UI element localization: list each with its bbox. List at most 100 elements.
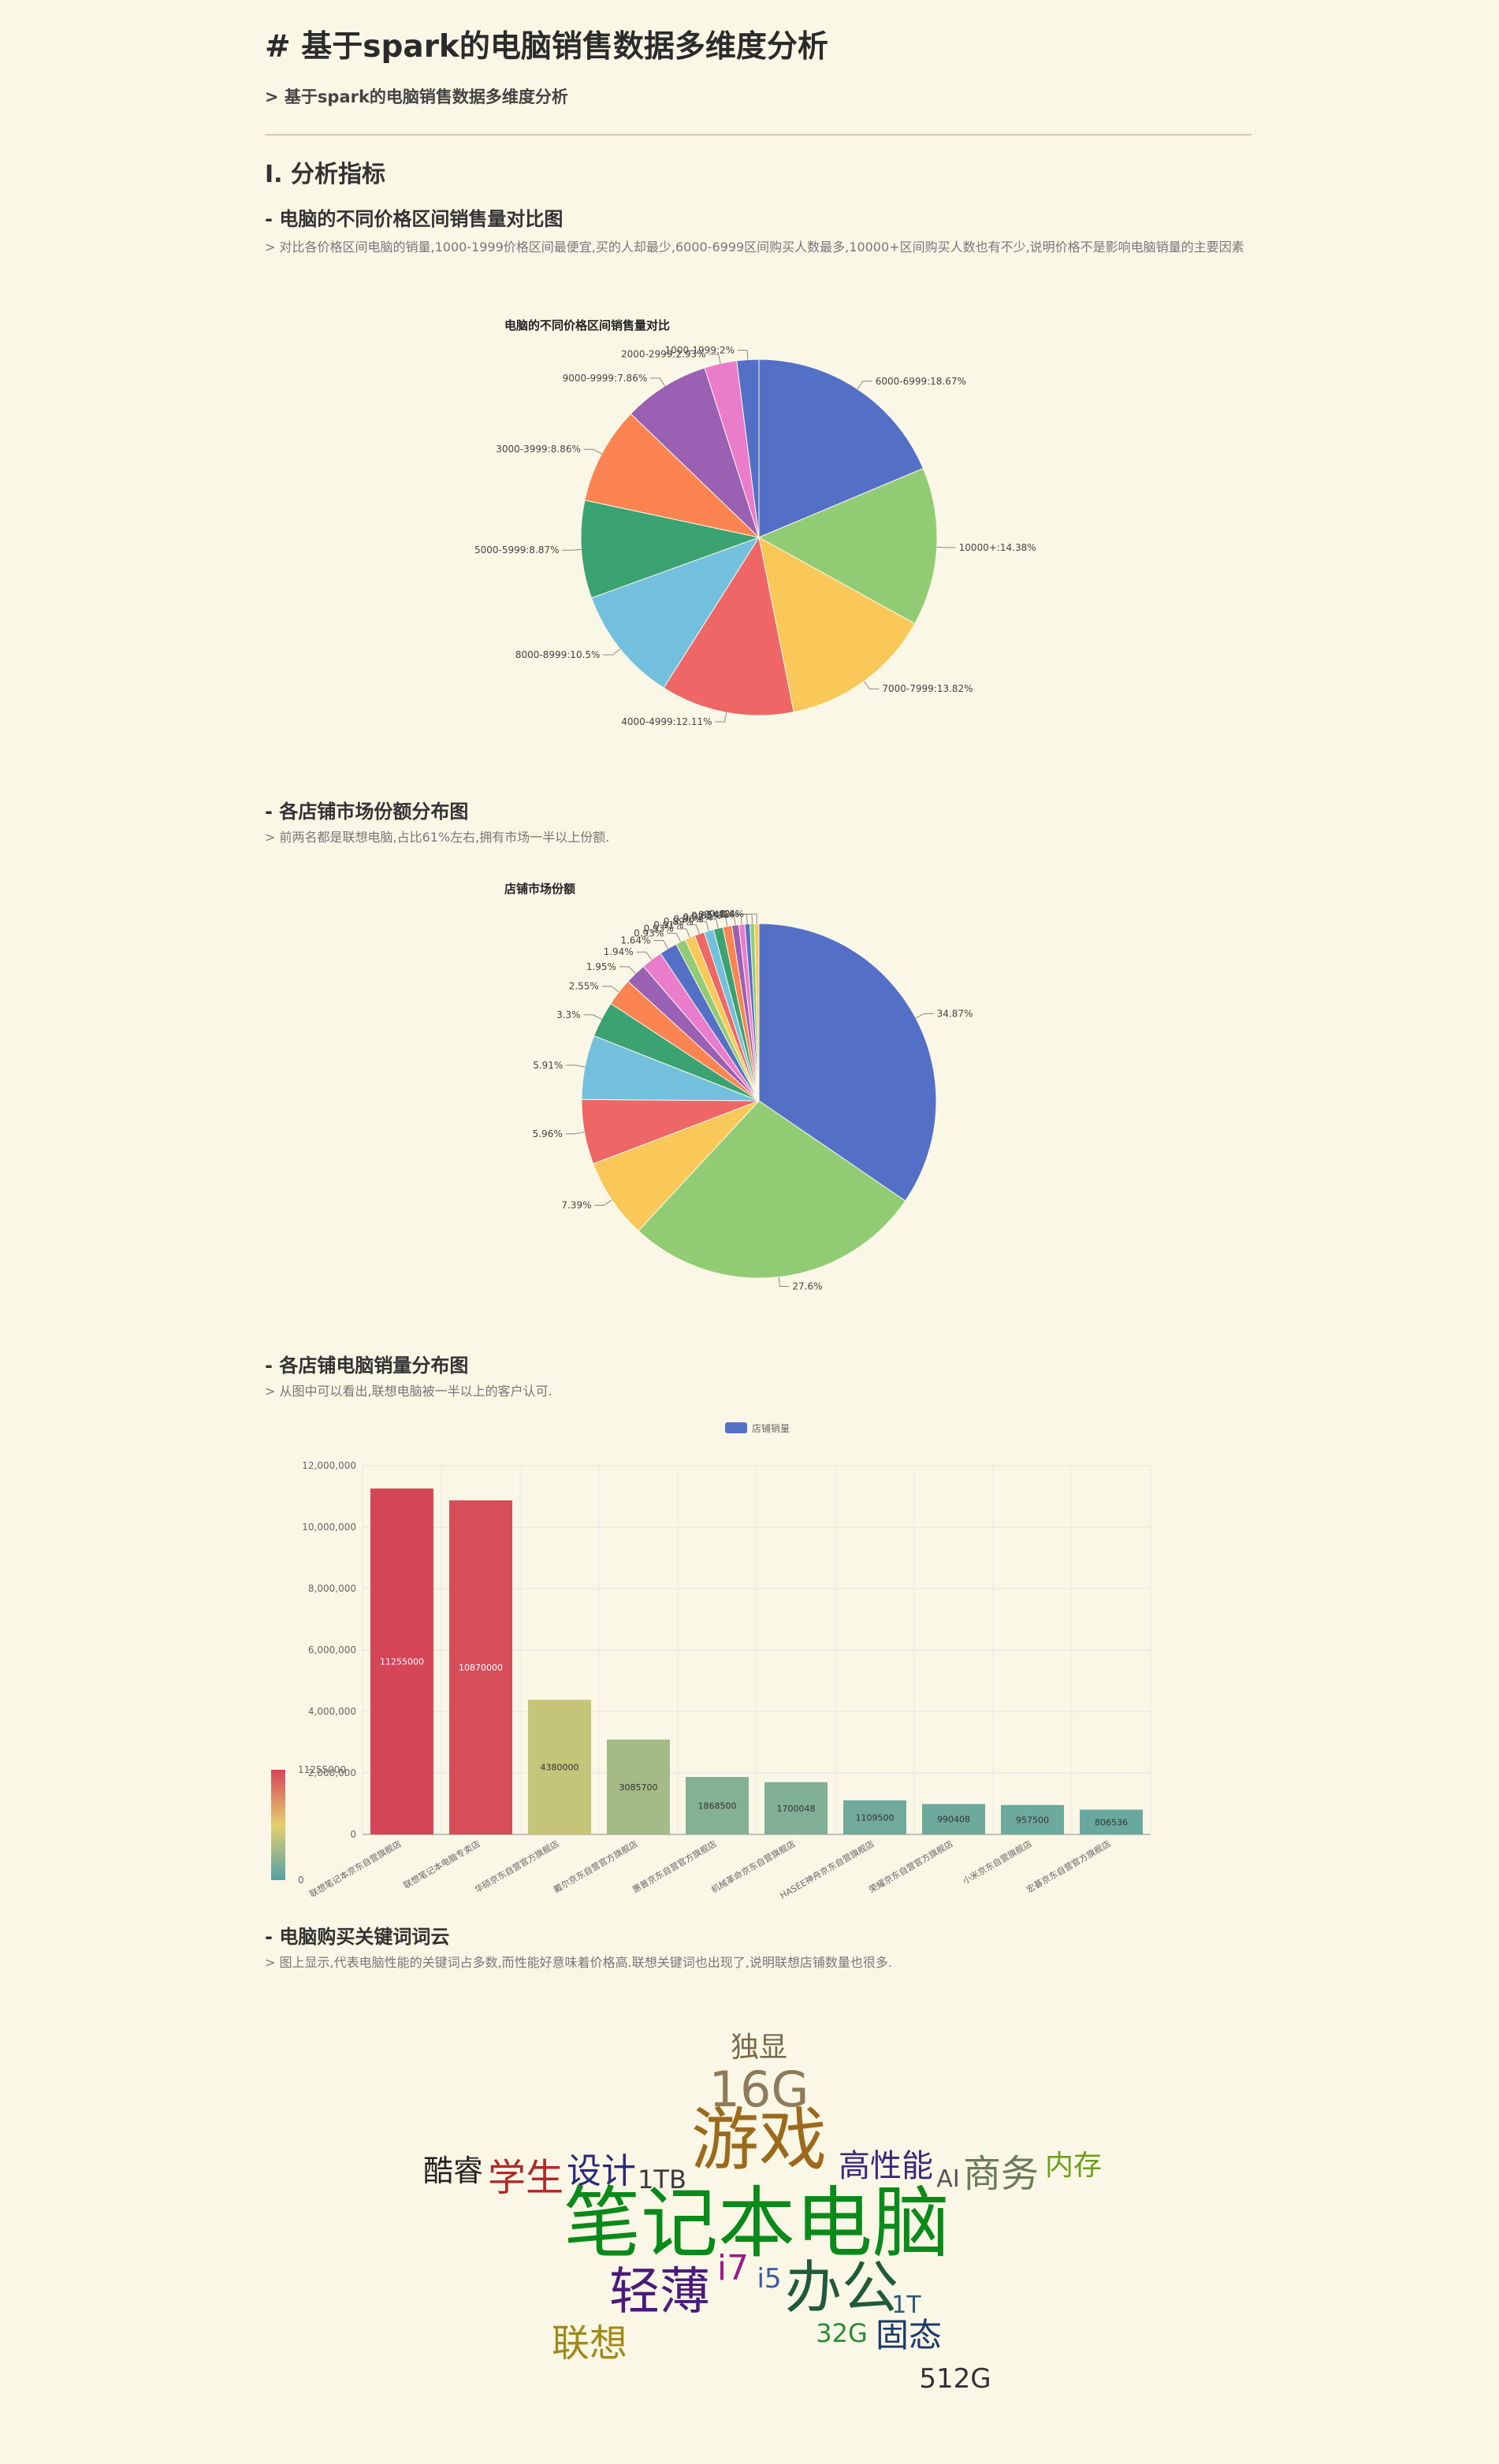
y-tick-label: 12,000,000 [302, 1460, 356, 1471]
section-heading: I. 分析指标 [265, 161, 386, 188]
pie-slice[interactable] [593, 1100, 760, 1232]
pie-label-line [731, 914, 742, 925]
pie-label: 0.86% [673, 913, 703, 924]
pie-label-line [565, 1132, 585, 1135]
pie-slice[interactable] [584, 413, 761, 538]
bar[interactable] [1080, 1809, 1143, 1834]
bar-value-label: 1700048 [777, 1804, 816, 1814]
pie-label-line [667, 932, 681, 942]
pie-label-line [715, 712, 727, 723]
pie-label-line [583, 448, 602, 455]
pie-label: 5000-5999:8.87% [474, 544, 560, 556]
pie-label-line [857, 381, 872, 390]
wordcloud-word: 轻薄 [609, 2263, 710, 2321]
pie-slice[interactable] [630, 367, 760, 538]
pie-label-line [716, 916, 728, 927]
wordcloud-word: 笔记本电脑 [564, 2179, 950, 2269]
bar[interactable] [449, 1500, 512, 1834]
bar[interactable] [1001, 1804, 1064, 1834]
pie-label: 1.95% [586, 961, 616, 972]
wordcloud-word: 高性能 [839, 2148, 933, 2184]
wordcloud-heading: - 电脑购买关键词词云 [265, 1926, 450, 1948]
bar-value-label: 11255000 [380, 1657, 424, 1667]
bar-value-label: 957500 [1016, 1815, 1049, 1825]
sales-chart-heading: - 各店铺电脑销量分布图 [265, 1355, 469, 1377]
pie-label-line [603, 649, 621, 656]
pie-label-line [915, 1013, 934, 1019]
visualmap-max: 11255000 [298, 1764, 346, 1775]
price-chart-note: > 对比各价格区间电脑的销量,1000-1999价格区间最便宜,买的人却最少,6… [265, 240, 1244, 255]
bar[interactable] [528, 1700, 591, 1834]
legend-swatch[interactable] [725, 1422, 747, 1433]
wordcloud-word: 酷睿 [423, 2154, 483, 2188]
bar[interactable] [764, 1782, 828, 1834]
bar[interactable] [922, 1804, 985, 1834]
x-tick-label: 戴尔京东自营官方旗舰店 [552, 1838, 640, 1895]
page-title: # 基于spark的电脑销售数据多维度分析 [265, 29, 828, 65]
pie-label-line [706, 918, 719, 929]
chart-title: 电脑的不同价格区间销售量对比 [504, 318, 670, 333]
pie-slice[interactable] [757, 467, 938, 625]
wordcloud-word: 1T [891, 2291, 921, 2319]
chart-title: 店铺市场份额 [504, 882, 575, 896]
wordcloud-word: 512G [919, 2363, 991, 2395]
x-tick-label: 机械革命京东自营旗舰店 [709, 1838, 798, 1895]
share-pie-chart: 店铺市场份额 34.87% 27.6% 7.39% 5.96% 5.91% 3.3% 2.55… [504, 882, 973, 1292]
pie-label: 7000-7999:13.82% [882, 683, 973, 694]
pie-slice[interactable] [736, 359, 760, 538]
wordcloud-word: 内存 [1045, 2150, 1102, 2182]
pie-label: 0.89% [664, 916, 694, 927]
pie-label: 5.91% [533, 1060, 563, 1071]
bar[interactable] [607, 1739, 670, 1834]
pie-label: 2.55% [569, 981, 599, 992]
sales-chart-note: > 从图中可以看出,联想电脑被一半以上的客户认可. [265, 1384, 552, 1399]
visualmap-min: 0 [298, 1875, 304, 1886]
bar-value-label: 990408 [937, 1815, 970, 1825]
bar[interactable] [686, 1777, 749, 1834]
pie-slice[interactable] [758, 537, 916, 713]
pie-label-line [676, 928, 690, 938]
pie-label-line [696, 921, 709, 931]
pie-label: 27.6% [792, 1281, 822, 1292]
page-subtitle: > 基于spark的电脑销售数据多维度分析 [265, 87, 568, 106]
pie-label-line [709, 354, 721, 364]
wordcloud-word: 商务 [963, 2152, 1039, 2196]
price-chart-heading: - 电脑的不同价格区间销售量对比图 [265, 208, 564, 230]
wordcloud-word: 独显 [731, 2031, 787, 2064]
wordcloud-word: 设计 [567, 2151, 636, 2191]
pie-label: 0.54% [698, 909, 728, 920]
share-chart-heading: - 各店铺市场份额分布图 [265, 801, 469, 823]
wordcloud-word: 学生 [488, 2156, 564, 2200]
visualmap-bar[interactable] [271, 1770, 285, 1880]
pie-label: 10000+:14.38% [959, 542, 1036, 553]
pie-label: 0.91% [653, 920, 683, 931]
bar[interactable] [843, 1800, 906, 1834]
pie-label-line [936, 546, 956, 548]
wordcloud-word: 游戏 [691, 2101, 827, 2180]
x-tick-label: 惠普京东自营官方旗舰店 [630, 1838, 719, 1895]
bar-value-label: 1109500 [856, 1812, 895, 1823]
wordcloud-word: i5 [757, 2263, 781, 2295]
wordcloud-word: AI [936, 2165, 959, 2193]
pie-slice[interactable] [638, 1100, 906, 1279]
pie-label: 7.39% [561, 1200, 591, 1211]
wordcloud-note: > 图上显示,代表电脑性能的关键词占多数,而性能好意味着价格高.联想关键词也出现… [265, 1955, 892, 1970]
pie-label: 3.3% [556, 1009, 581, 1020]
pie-label: 1000-1999:2% [665, 344, 735, 355]
legend-label[interactable]: 店铺销量 [752, 1423, 790, 1434]
pie-label-line [686, 924, 700, 935]
price-pie-chart: 电脑的不同价格区间销售量对比 6000-6999:18.67% 10000+:14.… [474, 318, 1036, 727]
bar-value-label: 4380000 [541, 1763, 579, 1773]
pie-label-line [619, 966, 636, 974]
pie-label: 3000-3999:8.86% [496, 444, 581, 455]
pie-label: 8000-8999:10.5% [515, 649, 601, 660]
pie-label-line [778, 1277, 790, 1288]
pie-label: 4000-4999:12.11% [621, 716, 712, 727]
pie-slice[interactable] [580, 500, 761, 599]
bar-value-label: 3085700 [619, 1782, 658, 1793]
pie-label: 0.47% [704, 909, 734, 920]
bar[interactable] [370, 1488, 433, 1834]
pie-slice[interactable] [753, 923, 760, 1102]
pie-label: 34.87% [937, 1008, 973, 1019]
wordcloud-word: 固态 [876, 2316, 942, 2354]
